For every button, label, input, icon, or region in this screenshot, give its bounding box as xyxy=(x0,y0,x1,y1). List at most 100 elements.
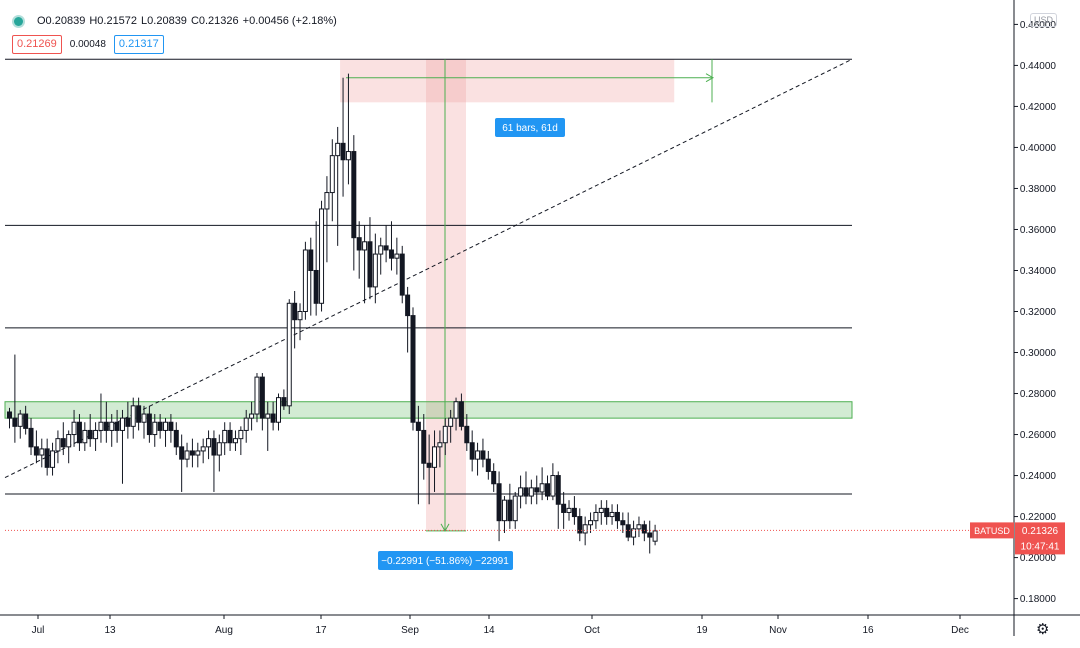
candle-down xyxy=(614,511,620,522)
candle-up xyxy=(195,450,201,456)
y-tick-label: 0.36000 xyxy=(1020,225,1057,236)
candle-down xyxy=(421,429,427,464)
candle-up xyxy=(539,483,545,493)
candle-up xyxy=(98,421,104,431)
candle-down xyxy=(125,417,131,427)
candle-down xyxy=(114,421,120,431)
x-tick-label: Oct xyxy=(584,625,600,636)
buy-button[interactable]: 0.21317 xyxy=(113,35,164,54)
candle-down xyxy=(28,427,34,448)
currency-button[interactable]: USD xyxy=(1030,13,1058,27)
y-tick-label: 0.46000 xyxy=(1020,20,1057,31)
y-tick-label: 0.40000 xyxy=(1020,143,1057,154)
candle-up xyxy=(631,528,637,538)
y-tick-label: 0.44000 xyxy=(1020,61,1057,72)
candle-down xyxy=(157,421,163,431)
candle-down xyxy=(458,401,464,427)
symbol-tag: BATUSD xyxy=(974,526,1010,536)
candle-up xyxy=(82,429,88,444)
candle-up xyxy=(66,434,72,448)
candle-up xyxy=(329,155,335,194)
candle-up xyxy=(297,311,303,321)
candle-up xyxy=(109,421,115,431)
candle-up xyxy=(222,429,228,444)
candle-down xyxy=(270,413,276,423)
candle-up xyxy=(324,192,330,210)
x-tick-label: Aug xyxy=(215,625,233,636)
candle-down xyxy=(625,524,631,538)
candle-up xyxy=(71,421,77,436)
date-range-highlight xyxy=(340,59,675,103)
candle-down xyxy=(33,446,39,456)
candle-down xyxy=(485,458,491,472)
measure-time-label: 61 bars, 61d xyxy=(502,123,558,134)
candle-up xyxy=(528,487,534,497)
x-tick-label: 14 xyxy=(483,625,495,636)
candle-up xyxy=(437,442,443,448)
trendline xyxy=(4,58,853,479)
candle-up xyxy=(238,429,244,440)
candle-up xyxy=(286,302,292,407)
candle-down xyxy=(23,413,29,429)
candle-down xyxy=(351,151,357,239)
candle-down xyxy=(399,253,405,296)
candle-down xyxy=(571,507,577,518)
y-tick-label: 0.26000 xyxy=(1020,430,1057,441)
candle-down xyxy=(496,483,502,522)
x-tick-label: 13 xyxy=(104,625,116,636)
support-zone xyxy=(4,401,853,419)
gear-icon[interactable]: ⚙ xyxy=(1036,621,1050,638)
candle-down xyxy=(491,470,497,485)
candle-up xyxy=(566,507,572,513)
candle-down xyxy=(523,487,529,497)
candle-down xyxy=(388,249,394,259)
candle-down xyxy=(620,520,626,526)
candle-down xyxy=(647,532,653,538)
candle-down xyxy=(555,475,561,505)
candle-up xyxy=(372,253,378,288)
candle-down xyxy=(577,516,583,534)
candle-up xyxy=(588,520,594,526)
candle-up xyxy=(475,450,481,460)
sell-button[interactable]: 0.21269 xyxy=(12,35,62,54)
candle-down xyxy=(367,241,373,288)
x-tick-label: Sep xyxy=(401,625,419,636)
candle-up xyxy=(518,487,524,497)
candle-down xyxy=(227,429,233,444)
candle-up xyxy=(302,249,308,313)
candle-up xyxy=(442,425,448,444)
y-tick-label: 0.34000 xyxy=(1020,266,1057,277)
y-tick-label: 0.18000 xyxy=(1020,594,1057,605)
candle-down xyxy=(340,142,346,161)
candle-down xyxy=(60,438,66,448)
x-tick-label: Dec xyxy=(951,625,969,636)
last-price-tag-bg xyxy=(1015,522,1065,555)
legend-low: L0.20839 xyxy=(141,15,187,27)
market-status-icon xyxy=(14,16,23,26)
candle-up xyxy=(345,151,351,161)
candle-up xyxy=(243,417,249,431)
x-tick-label: 17 xyxy=(315,625,327,636)
measure-price-label-bg xyxy=(378,551,513,570)
candle-down xyxy=(356,237,362,251)
candle-down xyxy=(87,429,93,440)
candle-up xyxy=(254,376,260,415)
price-range-highlight xyxy=(426,59,466,531)
candle-down xyxy=(189,450,195,456)
measure-time-arrowhead xyxy=(705,73,715,83)
y-tick-label: 0.42000 xyxy=(1020,102,1057,113)
candle-down xyxy=(146,413,152,436)
candle-up xyxy=(206,438,212,448)
legend-close: C0.21326 xyxy=(190,15,239,27)
candle-up xyxy=(163,421,169,431)
measure-price-label: −0.22991 (−51.86%) −22991 xyxy=(381,556,509,567)
y-tick-label: 0.24000 xyxy=(1020,471,1057,482)
candle-down xyxy=(281,397,287,407)
candle-down xyxy=(44,448,50,468)
candle-up xyxy=(249,413,255,419)
last-price-tag: 0.21326 xyxy=(1022,526,1059,537)
candle-up xyxy=(216,442,222,456)
